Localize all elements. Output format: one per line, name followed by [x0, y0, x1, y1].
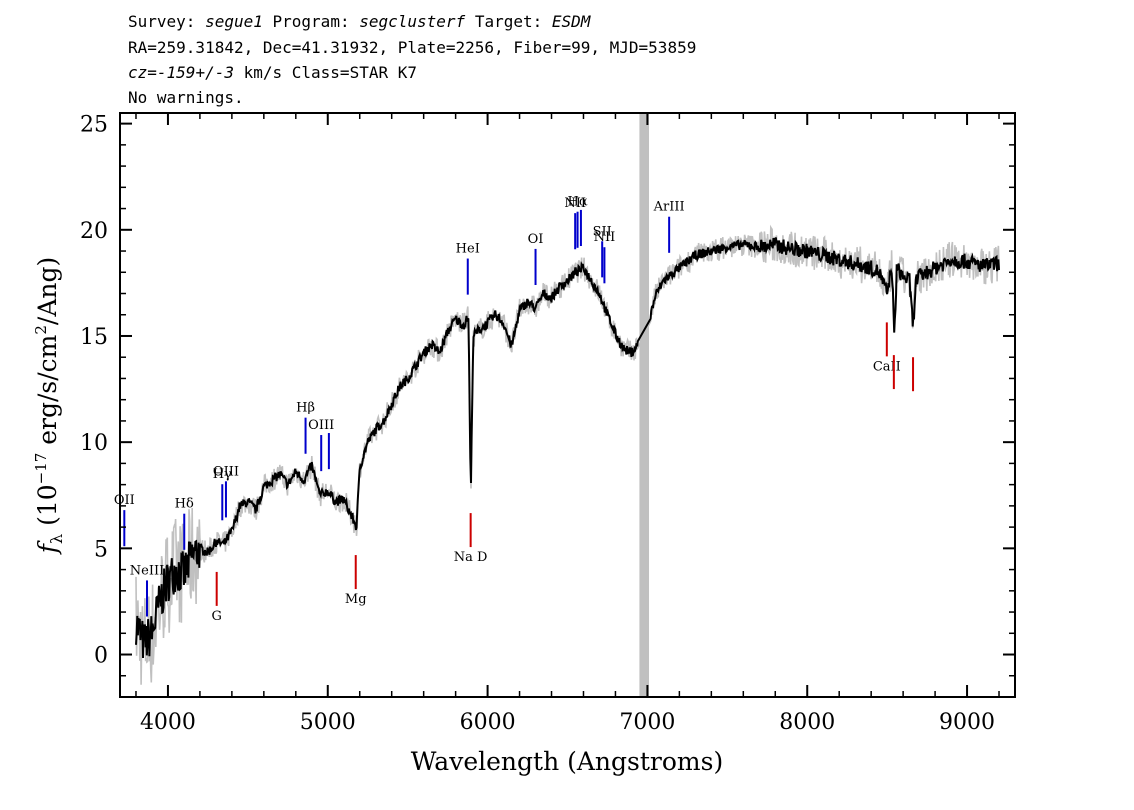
header-line-3: cz=-159+/-3 km/s Class=STAR K7	[128, 63, 417, 82]
y-axis-label: fλ (10−17 erg/s/cm2/Ang)	[32, 257, 66, 556]
emission-line-label: Hα	[568, 195, 588, 210]
survey-label: Survey:	[128, 12, 196, 31]
y-tick-label: 0	[94, 644, 108, 669]
emission-line-label: NeIII	[130, 563, 164, 578]
x-tick-label: 9000	[939, 710, 995, 735]
emission-line-label: SII	[593, 224, 612, 239]
program-value: segclusterf	[359, 12, 466, 31]
y-tick-label: 10	[80, 431, 108, 456]
y-tick-label: 5	[94, 537, 108, 562]
cz-rest: km/s Class=STAR K7	[233, 63, 417, 82]
emission-line-label: Hβ	[296, 401, 315, 416]
cz-value: -159+/-3	[156, 63, 234, 82]
error-band	[135, 224, 1000, 685]
x-tick-label: 7000	[619, 710, 675, 735]
header-line-2: RA=259.31842, Dec=41.31932, Plate=2256, …	[128, 38, 697, 57]
emission-line-label: HeI	[456, 242, 480, 257]
emission-line-label: Hγ	[213, 467, 232, 482]
absorption-line-label: G	[211, 609, 221, 624]
emission-line-label: ArIII	[653, 200, 685, 215]
header-line-1: Survey: segue1 Program: segclusterf Targ…	[128, 12, 590, 31]
svg-text:fλ (10−17 erg/s/cm2/Ang): fλ (10−17 erg/s/cm2/Ang)	[32, 257, 66, 556]
survey-value: segue1	[205, 12, 263, 31]
x-tick-label: 6000	[460, 710, 516, 735]
x-tick-label: 8000	[779, 710, 835, 735]
masked-region	[639, 113, 650, 697]
x-axis-label: Wavelength (Angstroms)	[411, 747, 723, 776]
x-tick-label: 4000	[140, 710, 196, 735]
program-label: Program:	[272, 12, 350, 31]
target-value: ESDM	[551, 12, 591, 31]
header-line-4: No warnings.	[128, 88, 244, 107]
target-label: Target:	[474, 12, 543, 31]
emission-line-label: Hδ	[175, 497, 194, 512]
x-tick-label: 5000	[300, 710, 356, 735]
emission-line-label: OI	[528, 232, 544, 247]
absorption-line-label: Mg	[345, 592, 367, 607]
absorption-line-label: CaII	[873, 359, 901, 374]
emission-line-label: NII	[594, 230, 616, 245]
flux-line	[135, 237, 1000, 659]
absorption-line-label: Na D	[454, 550, 488, 565]
y-tick-label: 15	[80, 325, 108, 350]
emission-line-label: OIII	[213, 464, 239, 479]
y-tick-label: 20	[80, 219, 108, 244]
emission-line-label: NII	[564, 196, 586, 211]
y-tick-label: 25	[80, 113, 108, 138]
cz-label: cz=	[128, 63, 157, 82]
emission-line-label: OIII	[308, 418, 334, 433]
plot-frame	[119, 112, 1016, 698]
